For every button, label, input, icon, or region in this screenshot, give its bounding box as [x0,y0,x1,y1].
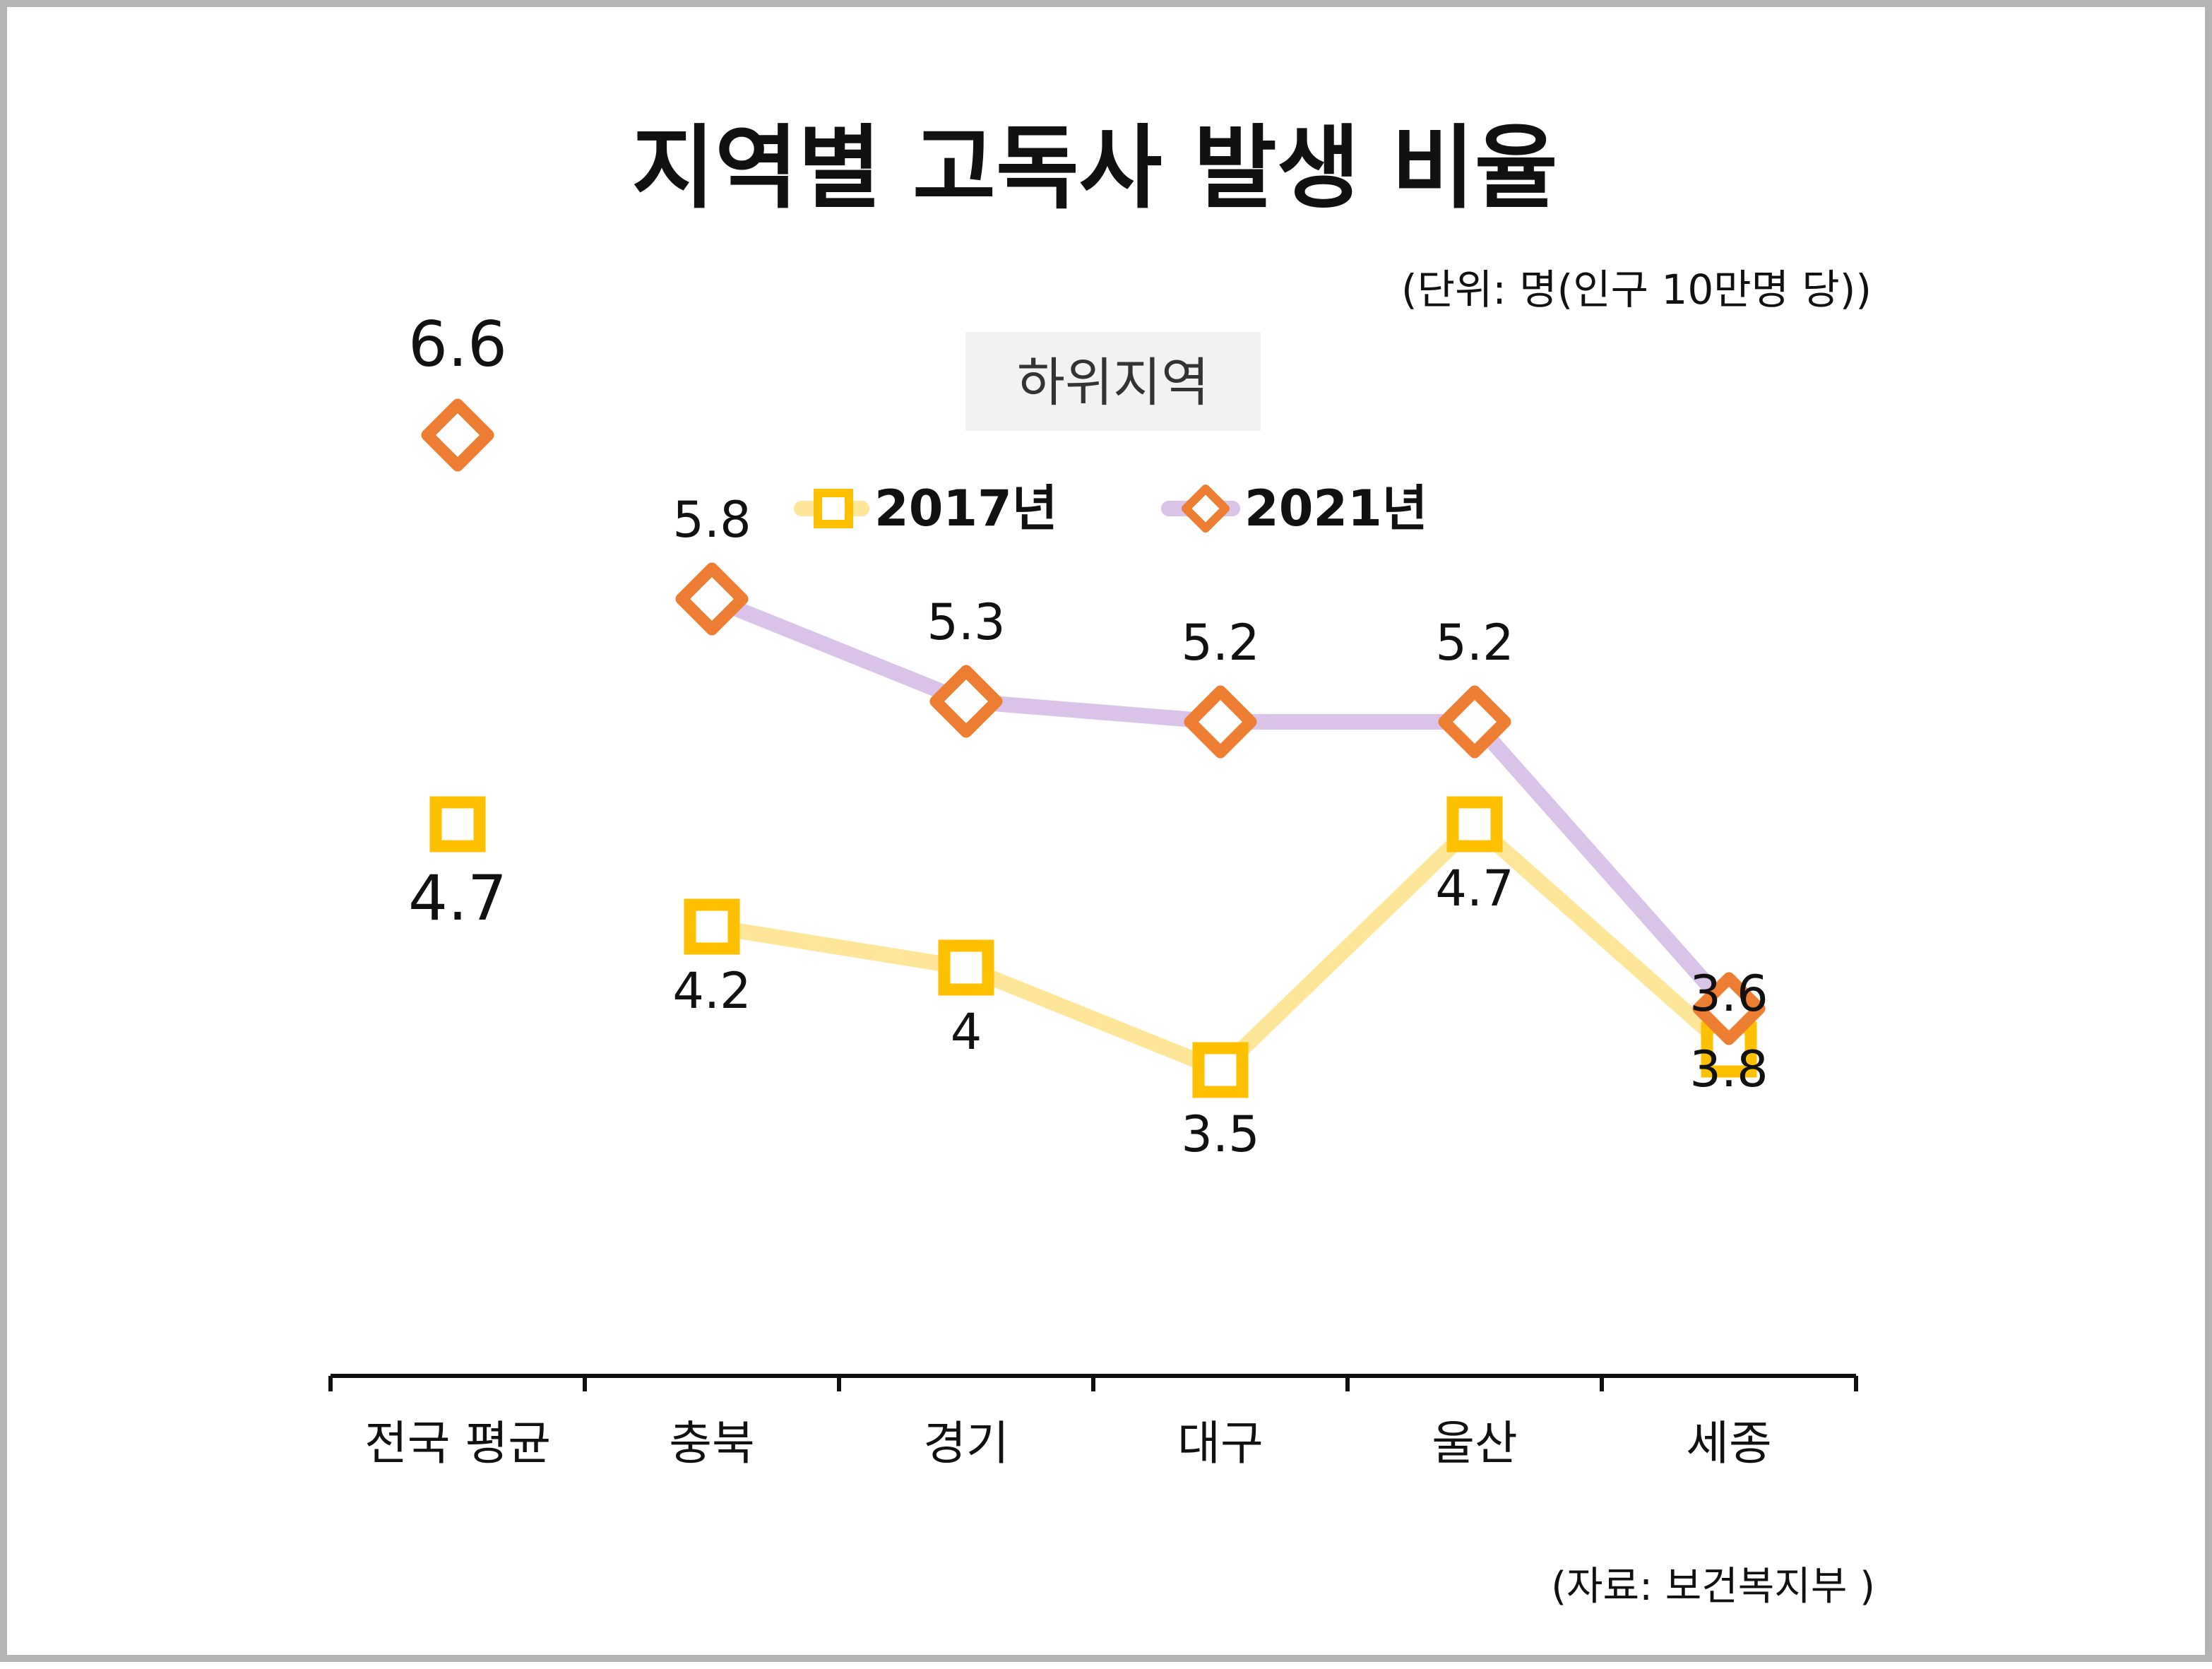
marker-2021 [421,398,494,472]
x-tick-label: 경기 [923,1416,1009,1471]
data-label-2017: 3.5 [1181,1105,1259,1163]
chart-title: 지역별 고독사 발생 비율 [631,116,1557,221]
legend-marker-2021 [1182,485,1230,533]
data-label-2017: 4 [951,1003,982,1061]
source-note: (자료: 보건복지부 ) [1551,1564,1875,1610]
data-label-2017: 4.7 [408,862,507,934]
x-tick-label: 세종 [1686,1416,1771,1471]
data-label-2017: 3.6 [1689,965,1768,1023]
data-label-2021: 5.3 [927,593,1005,651]
x-tick-label: 전국 평균 [364,1416,551,1471]
x-tick-label: 울산 [1432,1416,1517,1471]
marker-2021 [929,665,1003,738]
data-label-2021: 3.8 [1689,1040,1768,1098]
legend: 2017년 2021년 [794,480,1427,537]
legend-marker-2017 [814,489,853,528]
x-tick-label: 충북 [669,1416,754,1471]
marker-2021 [1438,685,1511,759]
x-tick-labels: 전국 평균 충북 경기 대구 울산 세종 [364,1416,1772,1471]
unit-note: (단위: 명(인구 10만명 당)) [1401,266,1872,314]
marker-2021 [1692,972,1766,1045]
subtitle-box [965,332,1261,431]
marker-2021 [675,562,749,636]
data-label-2021: 5.2 [1181,614,1259,672]
legend-label-2021: 2021년 [1244,480,1427,537]
data-label-2021: 5.2 [1435,614,1514,672]
series-markers [421,398,1766,1098]
marker-2017 [429,796,486,853]
chart-svg: 지역별 고독사 발생 비율 (단위: 명(인구 10만명 당)) 하위지역 20… [328,116,1875,1610]
series-line-0 [704,816,1737,1078]
data-label-2017: 4.7 [1435,860,1514,917]
marker-2017 [938,939,994,996]
data-labels: 4.7 4.2 4 3.5 4.7 3.6 6.6 5.8 5.3 5.2 5.2 3.8 [408,308,1768,1163]
marker-2017 [1446,796,1503,853]
x-axis [328,1374,1858,1391]
marker-2017 [1192,1042,1249,1098]
subtitle: 하위지역 [1017,352,1209,413]
data-label-2021: 5.8 [672,491,751,549]
data-label-2021: 6.6 [408,308,507,381]
legend-label-2017: 2017년 [874,480,1057,537]
x-tick-label: 대구 [1177,1416,1263,1471]
data-label-2017: 4.2 [672,962,751,1020]
marker-2017 [684,898,740,955]
marker-2021 [1184,685,1257,759]
